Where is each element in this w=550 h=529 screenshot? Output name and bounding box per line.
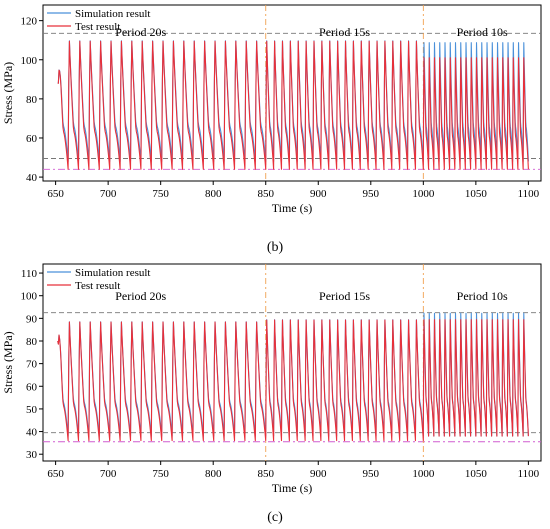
x-tick-label: 800	[205, 468, 222, 480]
period-label: Period 10s	[457, 289, 508, 303]
panel-caption: (c)	[267, 510, 283, 525]
y-tick-label: 120	[21, 16, 38, 28]
y-axis-label: Stress (MPa)	[1, 62, 15, 124]
x-tick-label: 1000	[412, 188, 435, 200]
y-tick-label: 60	[26, 133, 38, 145]
panel-caption: (b)	[267, 240, 284, 255]
x-tick-label: 1050	[465, 188, 488, 200]
y-tick-label: 100	[21, 55, 38, 67]
test-series-line	[57, 40, 529, 170]
plot-frame	[42, 4, 542, 182]
x-tick-label: 1050	[465, 468, 488, 480]
x-tick-label: 1000	[412, 468, 435, 480]
x-tick-label: 700	[100, 468, 117, 480]
x-tick-label: 750	[152, 188, 169, 200]
x-tick-label: 850	[257, 188, 274, 200]
y-tick-label: 80	[26, 336, 38, 348]
chart-panel-c: 650 700 750 800 850 900 950 1000 1050 1100 30 40 50 6…	[1, 263, 542, 525]
test-series-line	[57, 319, 529, 442]
chart-panel-b: 650 700 750 800 850 900 950 1000 1050 1100 40 60 80 1…	[1, 4, 542, 255]
period-label: Period 10s	[457, 25, 508, 39]
x-tick-label: 700	[100, 188, 117, 200]
x-tick-label: 750	[152, 468, 169, 480]
x-tick-label: 900	[310, 468, 327, 480]
period-label: Period 15s	[319, 289, 370, 303]
x-tick-label: 950	[363, 188, 380, 200]
x-tick-label: 850	[257, 468, 274, 480]
plot-frame	[42, 263, 542, 462]
y-tick-label: 40	[26, 172, 38, 184]
period-label: Period 15s	[319, 25, 370, 39]
legend-entry: Simulation result	[75, 267, 150, 279]
legend-entry: Simulation result	[75, 8, 150, 20]
y-axis-label: Stress (MPa)	[1, 331, 15, 393]
x-tick-label: 900	[310, 188, 327, 200]
y-tick-label: 90	[26, 313, 38, 325]
y-tick-label: 60	[26, 381, 38, 393]
x-tick-label: 1100	[518, 188, 540, 200]
x-axis-label: Time (s)	[272, 201, 313, 215]
y-tick-label: 30	[26, 449, 38, 461]
period-label: Period 20s	[115, 289, 166, 303]
y-tick-label: 50	[26, 404, 38, 416]
y-tick-label: 110	[21, 268, 38, 280]
x-axis-label: Time (s)	[272, 481, 313, 495]
y-tick-label: 70	[26, 359, 38, 371]
x-tick-label: 800	[205, 188, 222, 200]
x-tick-label: 650	[47, 188, 64, 200]
period-label: Period 20s	[115, 25, 166, 39]
y-tick-label: 40	[26, 427, 38, 439]
y-tick-label: 100	[21, 291, 38, 303]
y-tick-label: 80	[26, 94, 38, 106]
x-tick-label: 1100	[518, 468, 540, 480]
legend-entry: Test result	[75, 280, 120, 292]
x-tick-label: 650	[47, 468, 64, 480]
x-tick-label: 950	[363, 468, 380, 480]
legend-entry: Test result	[75, 21, 120, 33]
